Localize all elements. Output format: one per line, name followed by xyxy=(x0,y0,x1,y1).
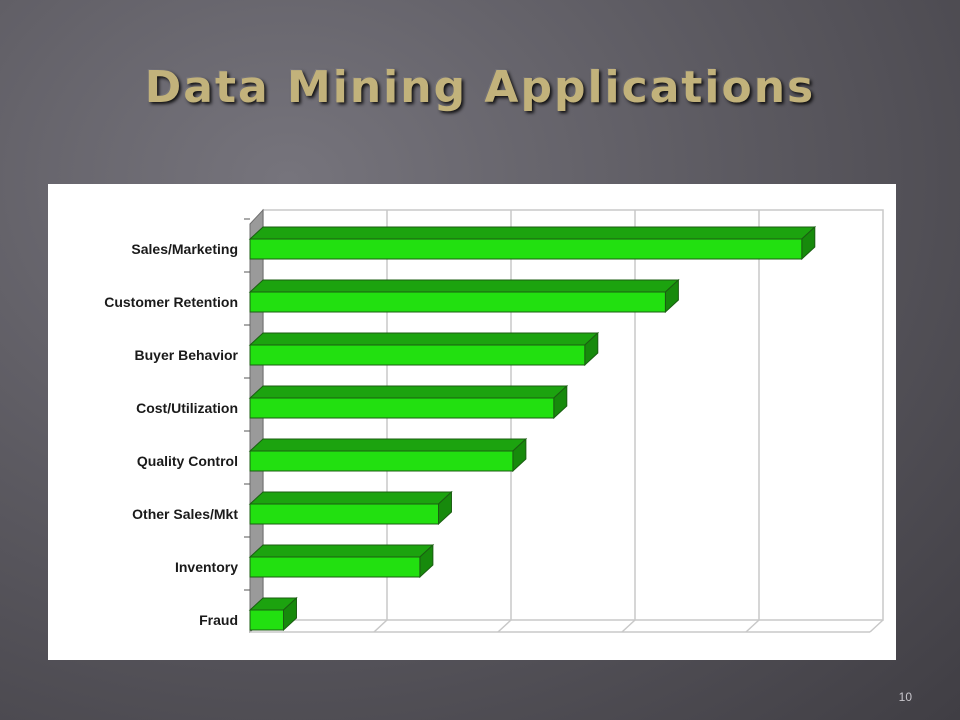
floor-tick xyxy=(373,619,388,633)
category-label: Sales/Marketing xyxy=(131,241,238,257)
bar xyxy=(249,397,555,419)
floor-tick xyxy=(745,619,760,633)
bar-top-face xyxy=(248,544,435,558)
slide-number: 10 xyxy=(898,690,912,704)
floor-tick xyxy=(869,619,884,633)
bar xyxy=(249,238,803,260)
bar-top-face xyxy=(248,491,453,505)
category-label: Inventory xyxy=(175,559,238,575)
category-label: Fraud xyxy=(199,612,238,628)
bar-chart: Sales/Marketing Customer Retention Buyer B… xyxy=(104,208,884,634)
bar xyxy=(249,291,666,313)
bar-top-face xyxy=(248,279,680,293)
floor-tick xyxy=(621,619,636,633)
category-label: Quality Control xyxy=(137,453,238,469)
bar xyxy=(249,503,439,525)
bar xyxy=(249,344,586,366)
bar-top-face xyxy=(248,438,528,452)
bar-top-face xyxy=(248,332,600,346)
slide-title: Data Mining Applications xyxy=(144,62,816,113)
bar-top-face xyxy=(248,385,569,399)
bar xyxy=(249,450,514,472)
bar-top-face xyxy=(248,226,817,240)
floor-tick xyxy=(497,619,512,633)
category-label: Cost/Utilization xyxy=(136,400,238,416)
category-label: Customer Retention xyxy=(104,294,238,310)
bar xyxy=(249,556,421,578)
category-label: Other Sales/Mkt xyxy=(132,506,238,522)
chart-panel: Sales/Marketing Customer Retention Buyer B… xyxy=(48,184,896,660)
category-label: Buyer Behavior xyxy=(135,347,239,363)
bar xyxy=(249,609,284,631)
